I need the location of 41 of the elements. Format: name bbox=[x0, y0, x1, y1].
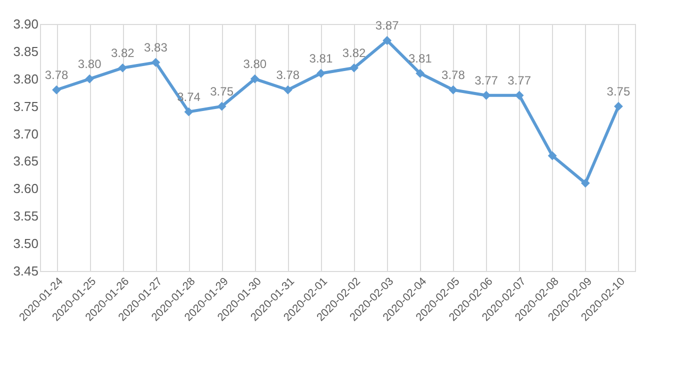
y-tick-label: 3.70 bbox=[13, 126, 38, 142]
data-label: 3.80 bbox=[78, 56, 102, 71]
point bbox=[548, 151, 557, 160]
data-label: 3.81 bbox=[309, 51, 333, 66]
point bbox=[283, 85, 292, 94]
y-tick-label: 3.75 bbox=[13, 98, 38, 114]
data-label: 3.75 bbox=[210, 84, 234, 98]
point bbox=[52, 85, 61, 94]
data-label: 3.82 bbox=[342, 46, 366, 60]
data-label: 3.78 bbox=[44, 68, 69, 82]
y-tick-label: 3.80 bbox=[13, 71, 38, 86]
data-label: 3.87 bbox=[375, 18, 400, 32]
point bbox=[350, 63, 358, 72]
data-label: 3.77 bbox=[508, 73, 532, 88]
y-tick-label: 3.45 bbox=[13, 264, 38, 278]
point bbox=[184, 107, 194, 116]
point bbox=[580, 178, 590, 188]
point bbox=[316, 68, 326, 78]
data-label: 3.83 bbox=[144, 40, 168, 54]
point bbox=[85, 74, 94, 84]
point bbox=[217, 102, 226, 111]
data-label: 3.75 bbox=[606, 84, 630, 98]
data-label: 3.82 bbox=[110, 46, 135, 60]
data-label: 3.77 bbox=[474, 73, 498, 88]
data-label: 3.81 bbox=[408, 51, 432, 66]
y-tick-label: 3.90 bbox=[13, 16, 38, 32]
y-tick-label: 3.85 bbox=[13, 44, 38, 59]
data-label: 3.78 bbox=[276, 68, 300, 82]
y-tick-label: 3.55 bbox=[13, 208, 38, 224]
y-tick-label: 3.50 bbox=[13, 236, 38, 252]
y-tick-label: 3.60 bbox=[13, 181, 38, 196]
y-tick-label: 3.65 bbox=[13, 154, 38, 169]
point bbox=[448, 85, 458, 94]
point bbox=[416, 68, 425, 78]
point bbox=[151, 58, 160, 67]
data-label: 3.80 bbox=[243, 56, 267, 71]
data-label: 3.78 bbox=[442, 68, 466, 82]
point bbox=[250, 74, 260, 84]
point bbox=[382, 36, 392, 45]
point bbox=[614, 102, 623, 111]
point bbox=[118, 63, 128, 72]
